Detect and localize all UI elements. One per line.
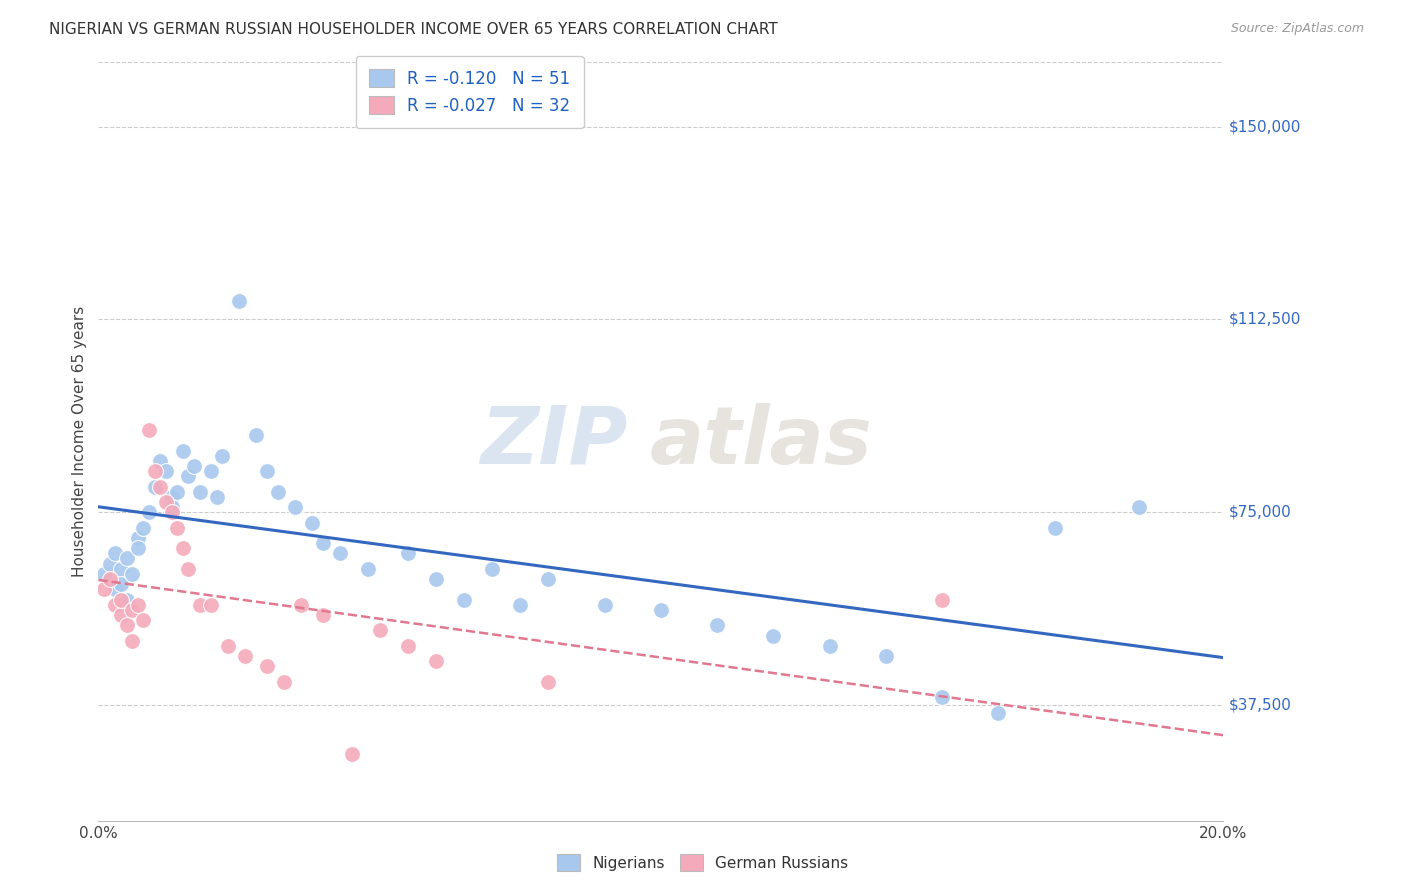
- Point: [160, 505, 183, 519]
- Point: [537, 674, 560, 689]
- Point: [177, 469, 200, 483]
- Point: [121, 603, 143, 617]
- Text: $112,500: $112,500: [1229, 312, 1301, 327]
- Point: [1128, 500, 1150, 514]
- Point: [233, 649, 256, 664]
- Point: [200, 464, 222, 478]
- Point: [818, 639, 841, 653]
- Point: [931, 690, 953, 705]
- Point: [155, 464, 177, 478]
- Point: [368, 624, 391, 638]
- Point: [98, 572, 121, 586]
- Point: [188, 598, 211, 612]
- Point: [273, 674, 295, 689]
- Point: [132, 613, 155, 627]
- Point: [98, 557, 121, 571]
- Point: [931, 592, 953, 607]
- Point: [110, 562, 132, 576]
- Point: [138, 505, 160, 519]
- Point: [110, 592, 132, 607]
- Point: [127, 531, 149, 545]
- Point: [245, 428, 267, 442]
- Point: [301, 516, 323, 530]
- Text: atlas: atlas: [650, 402, 872, 481]
- Point: [396, 639, 419, 653]
- Point: [453, 592, 475, 607]
- Point: [110, 577, 132, 591]
- Point: [93, 566, 115, 581]
- Point: [762, 629, 785, 643]
- Point: [875, 649, 897, 664]
- Point: [396, 546, 419, 560]
- Point: [205, 490, 228, 504]
- Point: [155, 495, 177, 509]
- Point: [228, 294, 250, 309]
- Legend: Nigerians, German Russians: Nigerians, German Russians: [548, 845, 858, 880]
- Point: [138, 423, 160, 437]
- Point: [987, 706, 1010, 720]
- Point: [200, 598, 222, 612]
- Point: [481, 562, 503, 576]
- Point: [284, 500, 307, 514]
- Point: [1043, 521, 1066, 535]
- Point: [537, 572, 560, 586]
- Point: [217, 639, 239, 653]
- Point: [127, 541, 149, 556]
- Legend: R = -0.120   N = 51, R = -0.027   N = 32: R = -0.120 N = 51, R = -0.027 N = 32: [356, 55, 583, 128]
- Point: [104, 546, 127, 560]
- Point: [357, 562, 380, 576]
- Text: $37,500: $37,500: [1229, 698, 1292, 713]
- Point: [425, 572, 447, 586]
- Point: [121, 633, 143, 648]
- Text: $75,000: $75,000: [1229, 505, 1292, 520]
- Point: [121, 566, 143, 581]
- Point: [127, 598, 149, 612]
- Point: [149, 454, 172, 468]
- Point: [650, 603, 672, 617]
- Point: [160, 490, 183, 504]
- Point: [149, 479, 172, 493]
- Point: [340, 747, 363, 761]
- Point: [104, 582, 127, 597]
- Point: [425, 654, 447, 668]
- Point: [312, 536, 335, 550]
- Text: $150,000: $150,000: [1229, 120, 1301, 134]
- Point: [93, 582, 115, 597]
- Point: [256, 464, 278, 478]
- Point: [509, 598, 531, 612]
- Point: [115, 551, 138, 566]
- Point: [172, 541, 194, 556]
- Point: [706, 618, 728, 632]
- Point: [188, 484, 211, 499]
- Point: [256, 659, 278, 673]
- Point: [143, 464, 166, 478]
- Point: [166, 521, 188, 535]
- Point: [177, 562, 200, 576]
- Point: [267, 484, 290, 499]
- Point: [115, 592, 138, 607]
- Point: [290, 598, 312, 612]
- Point: [132, 521, 155, 535]
- Y-axis label: Householder Income Over 65 years: Householder Income Over 65 years: [72, 306, 87, 577]
- Point: [110, 607, 132, 622]
- Point: [329, 546, 352, 560]
- Text: Source: ZipAtlas.com: Source: ZipAtlas.com: [1230, 22, 1364, 36]
- Point: [160, 500, 183, 514]
- Point: [172, 443, 194, 458]
- Point: [183, 458, 205, 473]
- Point: [104, 598, 127, 612]
- Point: [593, 598, 616, 612]
- Point: [211, 449, 233, 463]
- Point: [143, 479, 166, 493]
- Text: NIGERIAN VS GERMAN RUSSIAN HOUSEHOLDER INCOME OVER 65 YEARS CORRELATION CHART: NIGERIAN VS GERMAN RUSSIAN HOUSEHOLDER I…: [49, 22, 778, 37]
- Point: [312, 607, 335, 622]
- Point: [115, 618, 138, 632]
- Text: ZIP: ZIP: [479, 402, 627, 481]
- Point: [166, 484, 188, 499]
